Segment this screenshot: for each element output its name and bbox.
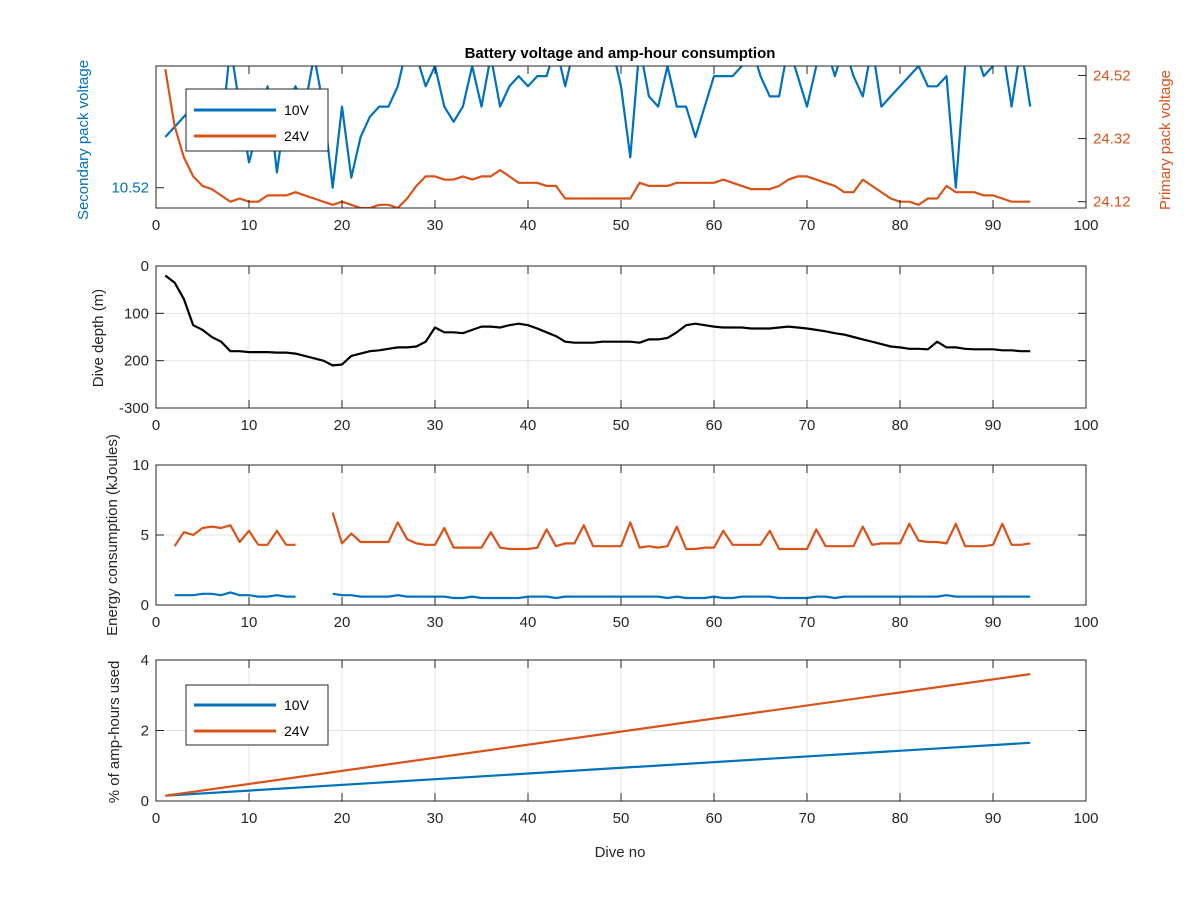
amp-hours-axis-label: % of amp-hours used bbox=[106, 661, 123, 804]
x-tick-label: 100 bbox=[1073, 417, 1098, 434]
y-tick-label: -300 bbox=[119, 400, 149, 417]
primary-voltage-axis-label: Primary pack voltage bbox=[1157, 70, 1174, 210]
x-tick-label: 40 bbox=[520, 614, 537, 631]
x-tick-label: 40 bbox=[520, 417, 537, 434]
x-tick-label: 20 bbox=[334, 614, 351, 631]
x-tick-label: 0 bbox=[152, 217, 160, 234]
x-tick-label: 40 bbox=[520, 810, 537, 827]
x-tick-label: 10 bbox=[241, 217, 258, 234]
x-tick-label: 80 bbox=[892, 810, 909, 827]
secondary-voltage-axis-label: Secondary pack voltage bbox=[75, 60, 92, 220]
energy-series-orange-line bbox=[331, 512, 1031, 551]
y-tick-label: 10.52 bbox=[111, 180, 149, 197]
x-axis-label: Dive no bbox=[595, 844, 646, 861]
x-tick-label: 60 bbox=[706, 417, 723, 434]
x-tick-label: 90 bbox=[985, 614, 1002, 631]
x-tick-label: 30 bbox=[427, 614, 444, 631]
x-tick-label: 50 bbox=[613, 810, 630, 827]
x-tick-label: 20 bbox=[334, 417, 351, 434]
x-tick-label: 60 bbox=[706, 614, 723, 631]
amp-hours-panel: 0 10 20 30 40 50 60 70 80 90 100 0 2 4 % of amp-hours… bbox=[106, 652, 1099, 861]
energy-panel: 0 10 20 30 40 50 60 70 80 90 100 0 5 10 Energy consum… bbox=[104, 434, 1099, 636]
x-tick-label: 10 bbox=[241, 810, 258, 827]
y-right-tick-label: 24.12 bbox=[1093, 194, 1131, 211]
depth-series-black-line bbox=[164, 274, 1031, 367]
voltage-legend-box bbox=[185, 88, 329, 152]
legend-24v-label: 24V bbox=[284, 723, 310, 739]
x-tick-label: 60 bbox=[706, 810, 723, 827]
x-tick-label: 30 bbox=[427, 217, 444, 234]
depth-axis-label: Dive depth (m) bbox=[90, 289, 107, 387]
x-tick-label: 100 bbox=[1073, 614, 1098, 631]
x-tick-label: 50 bbox=[613, 217, 630, 234]
y-tick-label: 0 bbox=[141, 597, 149, 614]
legend-24v-label: 24V bbox=[284, 128, 310, 144]
x-tick-label: 80 bbox=[892, 217, 909, 234]
x-tick-label: 50 bbox=[613, 417, 630, 434]
y-tick-label: 0 bbox=[141, 258, 149, 275]
x-tick-label: 10 bbox=[241, 614, 258, 631]
x-tick-label: 40 bbox=[520, 217, 537, 234]
y-tick-label: 10 bbox=[132, 457, 149, 474]
x-tick-label: 30 bbox=[427, 417, 444, 434]
voltage-legend: 10V 24V bbox=[185, 88, 329, 152]
x-tick-label: 80 bbox=[892, 614, 909, 631]
x-tick-label: 0 bbox=[152, 417, 160, 434]
y-tick-label: 2 bbox=[141, 723, 149, 740]
x-tick-label: 90 bbox=[985, 417, 1002, 434]
energy-series-orange-line bbox=[173, 524, 296, 547]
amp-hours-legend: 10V 24V bbox=[185, 684, 329, 746]
x-tick-label: 90 bbox=[985, 810, 1002, 827]
y-tick-label: 100 bbox=[124, 305, 149, 322]
x-tick-label: 70 bbox=[799, 614, 816, 631]
x-tick-label: 70 bbox=[799, 217, 816, 234]
y-tick-label: 4 bbox=[141, 652, 149, 669]
energy-axis-label: Energy consumption (kJoules) bbox=[104, 434, 121, 636]
x-tick-label: 50 bbox=[613, 614, 630, 631]
amp-hours-legend-box bbox=[185, 684, 329, 746]
y-tick-label: 5 bbox=[141, 527, 149, 544]
x-tick-label: 0 bbox=[152, 614, 160, 631]
x-tick-label: 20 bbox=[334, 217, 351, 234]
chart-title: Battery voltage and amp-hour consumption bbox=[465, 45, 776, 62]
legend-10v-label: 10V bbox=[284, 697, 310, 713]
energy-series-blue-line bbox=[174, 591, 296, 598]
x-tick-label: 20 bbox=[334, 810, 351, 827]
x-tick-label: 70 bbox=[799, 417, 816, 434]
amp-hours-series-24v-line bbox=[165, 673, 1031, 797]
x-tick-label: 0 bbox=[152, 810, 160, 827]
x-tick-label: 30 bbox=[427, 810, 444, 827]
legend-10v-label: 10V bbox=[284, 102, 310, 118]
x-tick-label: 10 bbox=[241, 417, 258, 434]
voltage-series-24v-line bbox=[164, 69, 1031, 208]
x-tick-label: 60 bbox=[706, 217, 723, 234]
depth-panel: 0 10 20 30 40 50 60 70 80 90 100 0 100 200 -300 Dive d… bbox=[90, 258, 1099, 434]
y-right-tick-label: 24.32 bbox=[1093, 131, 1131, 148]
x-tick-label: 100 bbox=[1073, 810, 1098, 827]
x-tick-label: 90 bbox=[985, 217, 1002, 234]
x-tick-label: 100 bbox=[1073, 217, 1098, 234]
x-tick-label: 80 bbox=[892, 417, 909, 434]
amp-hours-series-10v-line bbox=[165, 741, 1031, 797]
y-right-tick-label: 24.52 bbox=[1093, 67, 1131, 84]
energy-series-blue-line bbox=[332, 592, 1031, 600]
y-tick-label: 200 bbox=[124, 353, 149, 370]
y-tick-label: 0 bbox=[141, 793, 149, 810]
voltage-panel: 0 10 20 30 40 50 60 70 80 90 100 10.52 24.12 24.32 24.… bbox=[75, 45, 1174, 234]
voltage-series-10v-line bbox=[164, 66, 1032, 189]
x-tick-label: 70 bbox=[799, 810, 816, 827]
